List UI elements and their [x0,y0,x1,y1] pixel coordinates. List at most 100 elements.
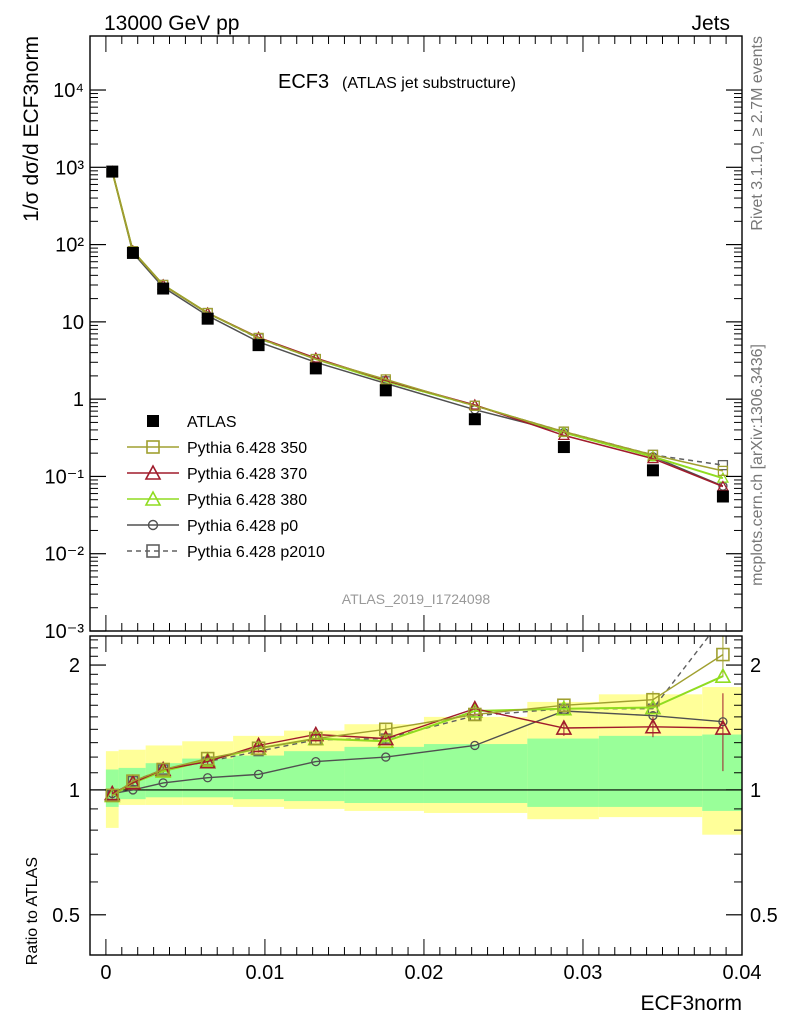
main-subtitle: (ATLAS jet substructure) [342,75,516,92]
main-ylabel-text: 1/σ dσ/d ECF3norm [20,36,43,222]
ratio-point-pythia-6-428-350 [646,692,660,707]
ratio-ytick-label-right: 0.5 [750,905,778,927]
legend-label-atlas: ATLAS [187,414,237,431]
main-point-atlas [646,464,659,477]
main-title: ECF3 [278,71,329,93]
legend-marker-pythia-6-428-380 [144,490,162,506]
main-point-atlas [557,441,570,454]
ratio-point-pythia-6-428-370 [377,729,395,746]
ratio-point-pythia-6-428-350 [557,698,571,713]
main-line-pythia-6-428-380 [111,171,724,480]
main-ytick-label: 10⁴ [53,80,84,102]
main-point-atlas [379,384,392,397]
ratio-point-pythia-6-428-p0 [158,778,168,788]
ratio-point-pythia-6-428-350 [716,647,730,662]
ratio-point-pythia-6-428-p0 [253,769,264,780]
main-point-pythia-6-428-350 [469,400,480,411]
main-point-atlas [252,339,265,352]
main-ytick-label: 10³ [55,157,84,179]
legend-marker-pythia-6-428-p0 [147,519,159,531]
legend-marker-pythia-6-428-350 [146,440,160,454]
rivet-label: Rivet 3.1.10, ≥ 2.7M events [749,36,766,231]
ratio-ytick-label: 1 [69,780,80,802]
ratio-ytick-label: 2 [69,655,80,677]
ratio-point-pythia-6-428-p0 [381,752,391,762]
main-point-atlas [157,282,170,295]
main-ytick-label: 1 [73,389,84,411]
main-point-atlas [201,312,214,325]
ratio-band-inner [233,755,285,800]
ratio-point-pythia-6-428-370 [199,752,217,769]
header-process: Jets [691,12,730,35]
ratio-point-pythia-6-428-380 [555,699,573,716]
ratio-band-inner [527,738,599,807]
main-point-atlas [468,413,481,426]
xtick-label: 0.04 [723,962,762,984]
ratio-point-pythia-6-428-350 [156,762,170,777]
ratio-point-pythia-6-428-p0 [203,773,213,783]
ratio-point-pythia-6-428-370 [250,736,267,753]
legend-label-pythia-6-428-p2010: Pythia 6.428 p2010 [187,544,325,561]
main-point-pythia-6-428-p2010 [717,459,729,471]
xtick-label: 0 [100,962,111,984]
ratio-point-pythia-6-428-350 [105,788,120,803]
ratio-panel-frame [89,635,743,956]
main-point-pythia-6-428-370 [646,452,660,464]
legend-marker-pythia-6-428-370 [144,464,162,480]
ratio-ytick-label-right: 2 [750,655,761,677]
main-ytick-label: 10⁻³ [45,621,85,643]
main-point-pythia-6-428-350 [380,374,391,385]
legend-marker-pythia-6-428-p2010 [146,544,160,558]
main-ytick-label: 10⁻² [45,544,85,566]
ratio-point-pythia-6-428-p2010 [718,613,727,622]
ratio-point-pythia-6-428-370 [124,774,142,790]
ratio-band-inner [284,751,345,802]
main-panel-frame [89,35,743,632]
header-energy: 13000 GeV pp [104,12,239,35]
ratio-point-pythia-6-428-350 [468,707,482,722]
ratio-ytick-label-right: 1 [750,780,761,802]
xtick-label: 0.02 [404,962,443,984]
analysis-id: ATLAS_2019_I1724098 [342,591,491,607]
main-point-atlas [716,490,729,503]
ratio-point-pythia-6-428-p0 [718,717,728,727]
legend-marker-atlas [147,415,159,427]
ratio-point-pythia-6-428-370 [307,725,325,742]
ratio-line-pythia-6-428-p0 [112,710,723,795]
ratio-band-inner [344,746,424,804]
main-point-atlas [126,246,139,259]
ratio-point-pythia-6-428-p0 [470,740,480,751]
ratio-point-pythia-6-428-370 [644,718,662,734]
main-point-pythia-6-428-370 [557,429,570,441]
ratio-point-pythia-6-428-380 [714,667,732,684]
ratio-point-pythia-6-428-350 [200,751,215,766]
mcplots-label: mcplots.cern.ch [arXiv:1306.3436] [749,344,766,586]
ratio-point-pythia-6-428-p0 [128,785,138,795]
ratio-band-inner [423,744,528,804]
xtick-label: 0.01 [245,962,284,984]
main-point-atlas [309,362,322,375]
legend-label-pythia-6-428-370: Pythia 6.428 370 [187,466,307,483]
ratio-point-pythia-6-428-380 [644,698,662,715]
ratio-point-pythia-6-428-370 [555,719,573,735]
main-point-atlas [106,165,119,178]
ratio-point-pythia-6-428-350 [378,722,393,737]
legend-label-pythia-6-428-380: Pythia 6.428 380 [187,492,307,509]
ratio-point-pythia-6-428-p0 [311,756,321,767]
main-ytick-label: 10⁻¹ [45,466,85,488]
main-line-pythia-6-428-350 [111,171,724,472]
legend: ATLAS Pythia 6.428 350 Pythia 6.428 370 Pyt… [127,414,325,561]
x-axis-label: ECF3norm [640,992,742,1015]
main-point-pythia-6-428-350 [717,465,729,477]
main-ytick-label: 10 [62,312,84,334]
ratio-point-pythia-6-428-370 [714,719,732,735]
main-ylabel: 1/σ dσ/d ECF3norm [20,36,43,222]
main-ytick-label: 10² [55,235,84,257]
ratio-ytick-label: 0.5 [52,905,80,927]
legend-label-pythia-6-428-350: Pythia 6.428 350 [187,440,307,457]
legend-label-pythia-6-428-p0: Pythia 6.428 p0 [187,518,298,535]
ratio-point-pythia-6-428-350 [126,774,140,788]
ratio-point-pythia-6-428-380 [377,732,395,749]
main-point-pythia-6-428-350 [647,449,659,461]
